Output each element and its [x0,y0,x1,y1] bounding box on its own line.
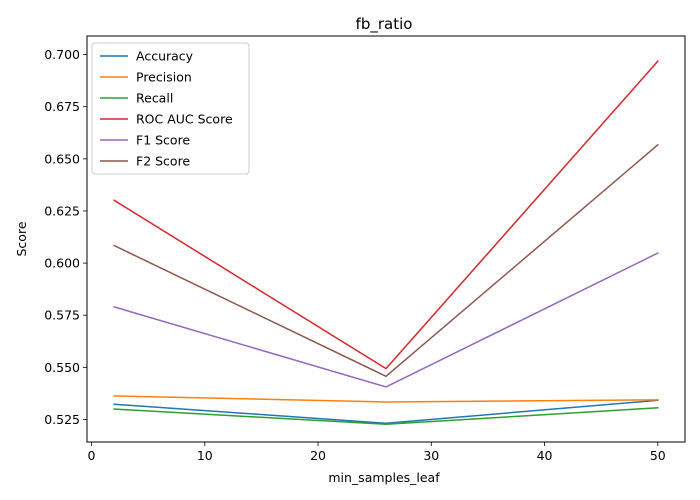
x-tick-label: 30 [423,448,439,463]
legend-label: Recall [136,91,173,106]
series-layer [113,60,659,426]
y-tick-label: 0.575 [44,308,80,323]
y-tick-label: 0.700 [44,47,80,62]
legend-label: F2 Score [136,154,190,169]
x-tick-label: 20 [310,448,326,463]
y-axis-label: Score [14,221,29,256]
y-tick-label: 0.550 [44,360,80,375]
y-tick-label: 0.650 [44,151,80,166]
legend-label: Precision [136,70,192,85]
series-line-4 [113,252,659,388]
x-tick-label: 10 [197,448,213,463]
plot-area-frame [86,35,686,443]
x-tick-label: 50 [650,448,666,463]
y-axis: 0.525 0.550 0.575 0.600 0.625 0.650 0.675 0.700 [44,47,87,427]
series-line-3 [113,60,659,370]
x-axis: 0 10 20 30 40 50 [88,442,666,463]
y-tick-label: 0.675 [44,99,80,114]
x-tick-label: 0 [88,448,96,463]
legend-label: ROC AUC Score [136,112,233,127]
legend-label: F1 Score [136,133,190,148]
y-tick-label: 0.625 [44,203,80,218]
legend-label: Accuracy [136,49,194,64]
series-line-0 [113,399,659,424]
x-tick-label: 40 [537,448,553,463]
y-tick-label: 0.525 [44,412,80,427]
chart-title: fb_ratio [356,15,413,34]
series-line-2 [113,407,659,426]
series-line-1 [113,395,659,403]
legend-box [91,42,250,175]
x-axis-label: min_samples_leaf [328,470,440,485]
y-tick-label: 0.600 [44,256,80,271]
series-line-5 [113,143,659,378]
legend: Accuracy Precision Recall ROC AUC Score F1 S… [91,42,250,175]
